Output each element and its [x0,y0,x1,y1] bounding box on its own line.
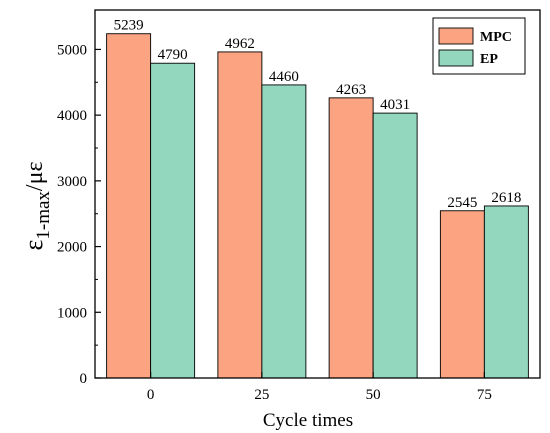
legend-label-ep: EP [480,52,498,67]
bar-mpc-75 [439,210,485,379]
legend-box [432,17,526,75]
svg-text:ε1-max/με: ε1-max/με [19,161,54,250]
data-label-mpc-50: 4263 [336,82,366,98]
y-axis-suffix: /με [22,161,48,191]
x-tick-label-75: 75 [477,387,492,403]
x-tick-label-25: 25 [254,387,269,403]
y-tick-label-3000: 3000 [57,174,87,190]
x-axis-title: Cycle times [263,410,353,431]
bar-mpc-0 [106,33,152,379]
bar-mpc-25 [217,51,263,379]
data-label-mpc-75: 2545 [447,195,477,211]
bar-ep-75 [483,205,529,379]
legend: MPC EP [432,17,526,75]
data-label-ep-50: 4031 [380,97,410,113]
y-tick-label-2000: 2000 [57,240,87,256]
data-label-ep-0: 4790 [158,47,188,63]
y-tick-label-1000: 1000 [57,305,87,321]
legend-swatch-ep [438,49,474,67]
data-label-ep-25: 4460 [269,69,299,85]
y-tick-label-5000: 5000 [57,42,87,58]
bar-ep-50 [372,112,418,379]
data-label-ep-75: 2618 [491,190,521,206]
legend-label-mpc: MPC [480,30,512,45]
bar-ep-0 [150,62,196,379]
x-tick-label-50: 50 [366,387,381,403]
legend-swatch-mpc [438,27,474,45]
data-label-mpc-25: 4962 [225,36,255,52]
bar-mpc-50 [328,97,374,379]
y-tick-label-0: 0 [80,371,88,387]
data-label-mpc-0: 5239 [114,18,144,34]
x-tick-label-0: 0 [147,387,155,403]
y-axis-subscript: 1-max [33,191,54,240]
y-axis-title: ε1-max/με [19,161,54,250]
bar-ep-25 [261,84,307,379]
y-axis-symbol: ε [19,240,48,251]
plot-frame [94,9,541,379]
y-tick-label-4000: 4000 [57,108,87,124]
